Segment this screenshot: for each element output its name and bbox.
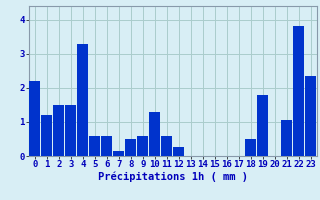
Bar [53,105,64,156]
Bar [125,139,136,156]
Bar [245,139,256,156]
Bar [29,81,40,156]
Bar [101,136,112,156]
Bar [161,136,172,156]
Bar [305,76,316,156]
X-axis label: Précipitations 1h ( mm ): Précipitations 1h ( mm ) [98,172,248,182]
Bar [41,115,52,156]
Bar [173,147,184,156]
Bar [293,26,304,156]
Bar [137,136,148,156]
Bar [149,112,160,156]
Bar [89,136,100,156]
Bar [281,120,292,156]
Bar [257,95,268,156]
Bar [77,44,88,156]
Bar [113,151,124,156]
Bar [65,105,76,156]
